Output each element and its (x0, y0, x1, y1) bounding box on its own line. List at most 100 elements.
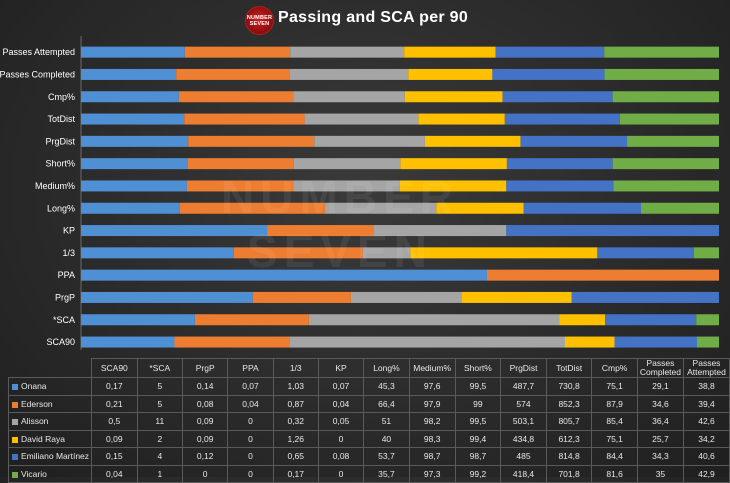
bar-segment (188, 135, 315, 147)
table-cell: 1,26 (272, 429, 319, 448)
table-cell: 45,3 (363, 377, 410, 396)
bar-segment (641, 202, 719, 214)
table-cell: 34,3 (636, 447, 684, 466)
table-cell: 0 (227, 412, 274, 431)
category-label: Short% (45, 159, 75, 169)
table-cell: 434,8 (500, 429, 547, 448)
table-header-cell: 1/3 (272, 358, 319, 378)
bar-segment (604, 46, 719, 58)
bar-segment (424, 135, 521, 147)
table-row: Ederson 0,21 5 0,08 0,04 0,87 0,04 66,4 97,9 99 57… (7, 394, 730, 413)
bar-segment (186, 180, 294, 192)
table-cell: 81,6 (591, 464, 638, 483)
table-cell: 0,08 (181, 394, 229, 413)
bar-segment (697, 336, 719, 348)
bar-segment (304, 113, 419, 125)
table-cell: 75,1 (591, 377, 638, 396)
bar-segment (506, 225, 719, 237)
table-cell: 34,2 (682, 429, 730, 448)
bar-segment (461, 291, 572, 303)
table-cell: 87,9 (591, 394, 638, 413)
table-cell: 0 (227, 464, 274, 483)
table-header-cell: Long% (363, 358, 410, 378)
table-cell: 4 (136, 447, 184, 466)
bar-segment (619, 113, 719, 125)
category-label: *SCA (53, 315, 75, 325)
table-cell: 0,04 (227, 394, 274, 413)
table-cell: 0 (227, 429, 274, 448)
bar-segment (187, 158, 294, 170)
table-cell: 98,2 (408, 412, 456, 431)
table-header-cell: SCA90 (91, 358, 138, 378)
table-cell: 34,6 (636, 394, 684, 413)
player-name: David Raya (21, 433, 65, 444)
table-header-cell: PPA (227, 358, 274, 378)
table-cell: 0,07 (317, 377, 365, 396)
legend-entry: David Raya (7, 429, 93, 448)
table-row: Vicario 0,04 1 0 0 0,17 0 35,7 97,3 99,2 418,4 701,… (7, 464, 730, 483)
bar-segment (605, 314, 697, 326)
legend-swatch (12, 436, 18, 443)
bar-segment (506, 180, 614, 192)
bar-segment (267, 225, 374, 237)
logo-text-line1: NUMBER (246, 15, 273, 21)
table-cell: 805,7 (545, 412, 593, 431)
legend-swatch (12, 384, 18, 390)
table-header-row: SCA90 *SCA PrgP PPA 1/3 KP Long% Medium%… (9, 358, 730, 378)
table-cell: 0,05 (317, 412, 365, 431)
bar-segment (400, 158, 507, 170)
bar-segment (233, 247, 363, 259)
table-cell: 25,7 (636, 429, 684, 448)
bar-segment (696, 314, 719, 326)
table-cell: 98,7 (454, 447, 502, 466)
table-cell: 5 (136, 377, 184, 396)
table-cell: 418,4 (500, 464, 547, 483)
category-label: TotDist (47, 114, 75, 124)
bar-segment (293, 91, 405, 103)
table-cell: 0,12 (181, 447, 229, 466)
table-cell: 0,08 (317, 447, 365, 466)
table-header-cell: Passes Attempted (682, 358, 730, 378)
bar-segment (506, 158, 613, 170)
player-name: Vicario (21, 468, 47, 479)
table-cell: 0,5 (91, 412, 138, 431)
bar-segment (184, 46, 291, 58)
bar-segment (293, 158, 401, 170)
table-row: Onana 0,17 5 0,14 0,07 1,03 0,07 45,3 97,6 99,5 48… (7, 377, 730, 396)
legend-entry: Onana (7, 377, 93, 396)
chart-header: NUMBER SEVEN Passing and SCA per 90 (0, 4, 730, 35)
category-label: SCA90 (46, 337, 75, 347)
table-cell: 38,8 (682, 377, 730, 396)
table-header-cell: PrgDist (500, 358, 547, 378)
bar-segment (290, 336, 565, 348)
category-label: Cmp% (48, 92, 75, 102)
bar-segment (314, 135, 425, 147)
player-name: Ederson (21, 398, 53, 409)
table-cell: 98,3 (408, 429, 456, 448)
table-cell: 0 (317, 429, 365, 448)
bar-segment (81, 314, 195, 326)
table-cell: 0,09 (181, 429, 229, 448)
data-table: SCA90 *SCA PrgP PPA 1/3 KP Long% Medium%… (7, 358, 730, 483)
bar-segment (502, 91, 613, 103)
legend-swatch (12, 401, 18, 408)
bar-segment (571, 291, 719, 303)
table-header-cell: *SCA (136, 358, 184, 378)
legend-swatch (12, 454, 18, 460)
table-cell: 701,8 (545, 464, 593, 483)
table-header-cell: Cmp% (591, 358, 638, 378)
legend-entry: Alisson (7, 412, 93, 431)
legend-entry: Ederson (7, 394, 93, 413)
table-header-cell: Short% (454, 358, 502, 378)
bar-segment (410, 247, 598, 259)
table-cell: 11 (136, 412, 184, 431)
bar-segment (194, 314, 309, 326)
bar-segment (520, 135, 628, 147)
bar-segment (81, 68, 177, 80)
table-cell: 42,6 (682, 412, 730, 431)
bar-segment (565, 336, 615, 348)
bar-segment (81, 135, 189, 147)
bar-segment (293, 180, 400, 192)
bar-segment (487, 269, 719, 281)
table-cell: 99,2 (454, 464, 502, 483)
